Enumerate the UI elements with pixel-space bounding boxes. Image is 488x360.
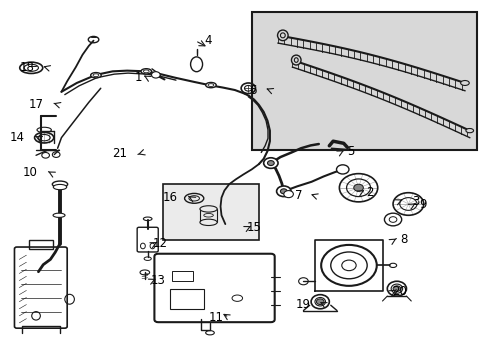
Text: 8: 8 — [399, 234, 407, 247]
Text: 1: 1 — [134, 71, 142, 84]
Text: 15: 15 — [246, 221, 261, 234]
Circle shape — [276, 186, 290, 197]
Circle shape — [263, 158, 278, 168]
Circle shape — [151, 72, 160, 78]
Ellipse shape — [53, 213, 65, 217]
Text: 12: 12 — [153, 237, 167, 250]
Circle shape — [316, 299, 324, 305]
Ellipse shape — [93, 74, 99, 77]
Text: 14: 14 — [10, 131, 25, 144]
Text: 5: 5 — [346, 145, 354, 158]
Ellipse shape — [141, 69, 151, 74]
Ellipse shape — [203, 213, 213, 217]
Circle shape — [353, 184, 363, 191]
Ellipse shape — [200, 206, 217, 212]
Circle shape — [336, 165, 348, 174]
Bar — [170, 289, 203, 309]
Ellipse shape — [460, 81, 468, 85]
Ellipse shape — [90, 73, 101, 78]
Text: 17: 17 — [28, 98, 43, 111]
Text: 19: 19 — [295, 298, 310, 311]
Ellipse shape — [465, 129, 472, 133]
Ellipse shape — [208, 84, 213, 86]
Text: 6: 6 — [248, 84, 256, 96]
Bar — [29, 240, 53, 249]
Text: 21: 21 — [112, 147, 127, 160]
Circle shape — [283, 190, 293, 198]
Circle shape — [392, 286, 400, 292]
Ellipse shape — [280, 33, 285, 38]
Circle shape — [267, 161, 274, 166]
Text: 20: 20 — [392, 285, 407, 298]
Bar — [171, 271, 193, 281]
Ellipse shape — [205, 82, 216, 88]
Bar — [251, 13, 476, 150]
Text: 18: 18 — [20, 61, 35, 74]
Ellipse shape — [277, 30, 287, 41]
Ellipse shape — [53, 184, 66, 190]
Text: 4: 4 — [204, 34, 212, 47]
Ellipse shape — [52, 181, 67, 188]
Text: 11: 11 — [208, 311, 223, 324]
Ellipse shape — [184, 193, 203, 203]
Ellipse shape — [294, 58, 298, 62]
Ellipse shape — [291, 55, 301, 65]
Text: 7: 7 — [294, 189, 302, 202]
Bar — [163, 184, 258, 240]
Ellipse shape — [188, 196, 199, 201]
Text: 10: 10 — [22, 166, 38, 179]
Text: 13: 13 — [150, 274, 165, 287]
Text: 16: 16 — [162, 191, 177, 204]
Ellipse shape — [143, 70, 149, 73]
Circle shape — [280, 189, 286, 194]
Text: 3: 3 — [411, 195, 419, 208]
Text: 2: 2 — [366, 186, 373, 199]
Text: 9: 9 — [418, 198, 426, 211]
Ellipse shape — [200, 219, 217, 225]
